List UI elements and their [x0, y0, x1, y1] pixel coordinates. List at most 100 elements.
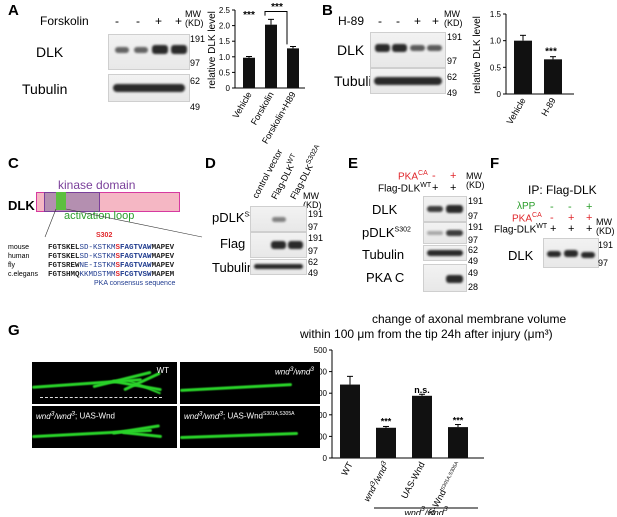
- dlk-row-label: DLK: [508, 248, 534, 263]
- pka-c-blot: [423, 264, 467, 292]
- y-tick-label: 400: [314, 368, 328, 377]
- sequence-segment: KKMDSTMM: [79, 271, 116, 279]
- micrograph-wnd3: wnd3/wnd3: [180, 362, 320, 404]
- mw-marker: 97: [598, 258, 609, 268]
- mw-marker: 62: [447, 72, 458, 82]
- flag-dlk-wt-label: Flag-DLKWT: [378, 182, 432, 195]
- micrograph-label: WT: [156, 366, 169, 375]
- bar: [243, 57, 255, 88]
- lane-sign: -: [568, 201, 572, 213]
- lane-sign: +: [432, 182, 439, 194]
- lane-sign: -: [378, 14, 382, 28]
- mw-marker: 49: [190, 102, 201, 112]
- mw-marker: 28: [468, 282, 479, 292]
- dlk-protein-label: DLK: [8, 198, 35, 213]
- mw-marker: 97: [308, 246, 319, 256]
- panel-label-e: E: [348, 155, 359, 172]
- tubulin-blot: [108, 74, 190, 102]
- lane-sign: -: [550, 212, 554, 224]
- chart-a: 00.51.01.52.02.5VehicleForskolinForskoli…: [207, 2, 305, 145]
- sequence-segment: FAGTVAW: [120, 244, 152, 252]
- lane-sign: -: [115, 14, 119, 28]
- x-tick-label: Vehicle: [505, 96, 528, 126]
- bar: [340, 384, 360, 458]
- micrograph-label: wnd3/wnd3; UAS-WndS301A,S305A: [184, 410, 295, 421]
- x-tick-label: wnd3/wnd3: [362, 460, 391, 503]
- sequence-segment: SD-KSTKM: [79, 244, 116, 252]
- y-tick-label: 0.5: [219, 68, 231, 77]
- sequence-segment: FCGTVSW: [120, 271, 152, 279]
- micrograph-label: wnd3/wnd3; UAS-Wnd: [36, 410, 116, 421]
- bar: [544, 59, 562, 94]
- sequence-segment: FGTSREW: [48, 262, 80, 270]
- significance-mark: ***: [381, 417, 392, 427]
- g-title-line2: within 100 μm from the tip 24h after inj…: [300, 327, 553, 341]
- sequence-row: human FGTSKELSD-KSTKMSFAGTVAWMAPEV: [8, 249, 175, 261]
- lane-sign: +: [155, 14, 163, 28]
- species-label: human: [8, 253, 30, 260]
- y-tick-label: 2.0: [219, 22, 231, 31]
- y-tick-label: 0.5: [490, 63, 502, 72]
- panel-label-d: D: [205, 155, 216, 172]
- significance-mark: ***: [271, 2, 283, 13]
- micrograph-label: wnd3/wnd3: [275, 366, 314, 377]
- mw-marker: 62: [308, 257, 319, 267]
- mw-marker: 191: [468, 222, 484, 232]
- micrograph-wt: WT: [32, 362, 177, 404]
- pka-ca-label: PKACA: [398, 170, 428, 183]
- lane-sign: +: [586, 212, 593, 224]
- x-tick-label: H-89: [539, 96, 557, 118]
- panel-label-b: B: [322, 2, 333, 19]
- activation-loop-box: [56, 192, 66, 210]
- lane-sign: -: [550, 201, 554, 213]
- phospho-site: S: [115, 271, 121, 279]
- y-axis-label: relative DLK level: [207, 11, 218, 89]
- y-tick-label: 0: [497, 90, 502, 99]
- mw-header: MW (KD): [185, 9, 204, 28]
- y-tick-label: 0: [323, 454, 328, 463]
- mw-header: MW (KD): [303, 191, 322, 210]
- dlk-row-label: DLK: [337, 42, 365, 58]
- lane-sign: -: [432, 170, 436, 182]
- significance-mark: ***: [243, 10, 255, 21]
- y-tick-label: 1.5: [219, 37, 231, 46]
- mw-header: MW (KD): [444, 9, 463, 28]
- y-tick-label: 100: [314, 432, 328, 441]
- y-tick-label: 500: [314, 346, 328, 355]
- x-tick-label: WT: [339, 460, 355, 477]
- sequence-segment: NE-ISTKM: [79, 262, 116, 270]
- mw-marker: 49: [468, 268, 479, 278]
- lane-sign: +: [414, 14, 422, 28]
- lane-sign: +: [450, 182, 457, 194]
- y-tick-label: 1.0: [219, 53, 231, 62]
- mw-marker: 49: [447, 88, 458, 98]
- flag-row-label: Flag: [220, 236, 246, 251]
- mw-marker: 62: [190, 76, 201, 86]
- mw-marker: 62: [468, 245, 479, 255]
- sequence-alignment: mouse FGTSKELSD-KSTKMSFAGTVAWMAPEV human FG…: [8, 240, 175, 279]
- mw-header: MW (KD): [466, 171, 485, 190]
- sequence-segment: FGTSHMQ: [48, 271, 80, 279]
- lambda-pp-label: λPP: [517, 201, 536, 212]
- chart-b: 0 0.5 1.0 1.5 Vehicle H-89 relative DLK level *…: [472, 10, 574, 126]
- sequence-segment: FGTSKEL: [48, 253, 80, 261]
- pka-ca-label: PKACA: [512, 212, 542, 225]
- tubulin-blot: [250, 259, 307, 275]
- zoom-lines: [44, 208, 203, 238]
- species-label: fly: [8, 262, 15, 269]
- kinase-domain-label: kinase domain: [58, 178, 136, 192]
- mw-marker: 97: [447, 56, 458, 66]
- mw-marker: 97: [468, 235, 479, 245]
- y-tick-label: 1.5: [490, 10, 502, 19]
- sequence-segment: SD-KSTKM: [79, 253, 116, 261]
- mw-marker: 191: [598, 240, 614, 250]
- sequence-segment: MAPEV: [151, 262, 175, 270]
- sequence-segment: MAPEV: [151, 253, 175, 261]
- lane-sign: +: [550, 223, 557, 235]
- panel-label-c: C: [8, 155, 19, 172]
- dlk-blot: [423, 196, 467, 222]
- pdlk-row-label: pDLKS302: [362, 225, 411, 240]
- x-tick-label: UAS-Wnd: [399, 460, 427, 500]
- significance-mark: n.s.: [414, 385, 430, 395]
- y-tick-label: 200: [314, 411, 328, 420]
